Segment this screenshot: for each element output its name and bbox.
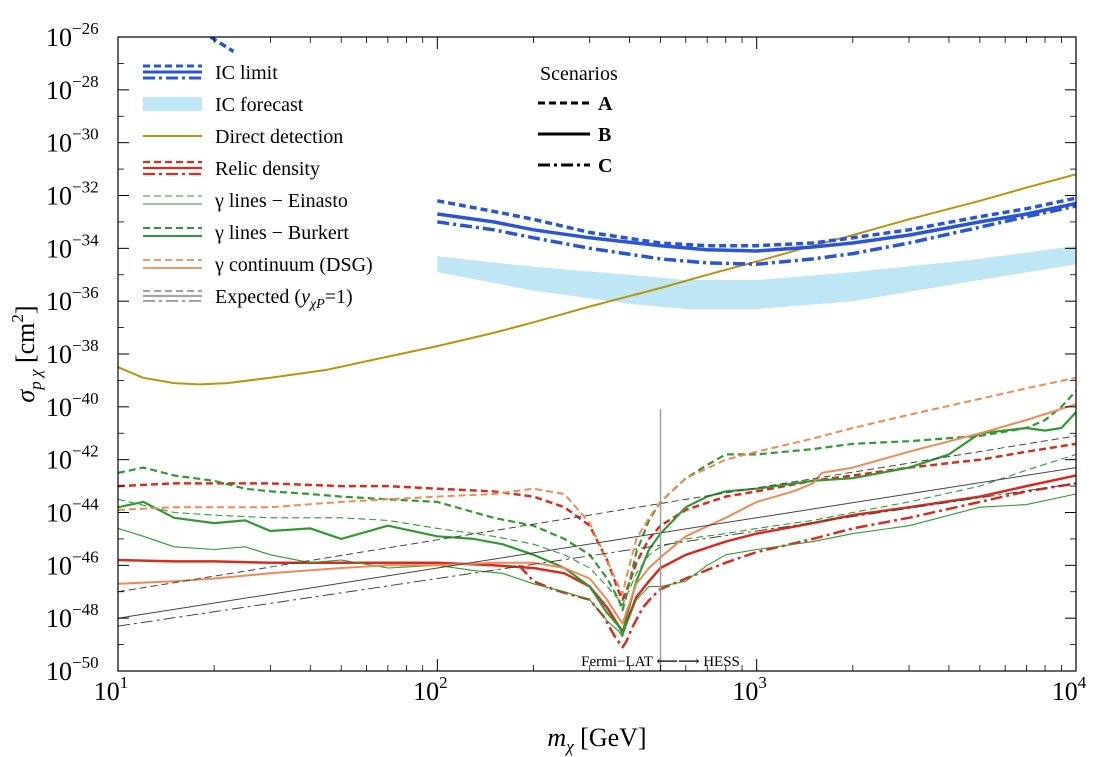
series-relic-a <box>118 442 1076 601</box>
legend-relic-label: Relic density <box>215 158 320 180</box>
series-einasto-a <box>118 453 1076 606</box>
scenario-legend: Scenarios ABC <box>538 63 618 177</box>
series-expected-dashdot <box>118 482 1076 627</box>
x-axis-label: mχ [GeV] <box>547 723 646 756</box>
x-tick-label: 103 <box>732 673 767 706</box>
ic-forecast-band <box>437 245 1076 310</box>
x-tick-label: 102 <box>413 673 448 706</box>
y-tick-label: 10−46 <box>46 547 99 580</box>
series-dsg-a <box>118 376 1076 596</box>
axis-labels: mχ [GeV] σp χ [cm2] <box>8 305 647 756</box>
y-tick-label: 10−30 <box>46 125 99 158</box>
y-tick-label: 10−34 <box>46 230 99 263</box>
series-expected-dashed <box>118 435 1076 593</box>
annotation-fermi-hess: Fermi−LAT ⟵⟶ HESS <box>581 654 740 670</box>
legend-dsg-label: γ continuum (DSG) <box>214 254 373 276</box>
series-layer <box>118 37 1076 649</box>
y-tick-label: 10−32 <box>46 178 99 211</box>
ic-forecast-band-layer <box>437 245 1076 310</box>
y-tick-label: 10−26 <box>46 19 99 52</box>
x-tick-label: 101 <box>94 673 129 706</box>
y-tick-label: 10−28 <box>46 72 99 105</box>
series-burkert-a <box>118 390 1076 612</box>
tick-layer: 101 102 103 104 10−26 10−28 10−30 10−32 10−34 10−… <box>46 19 1087 706</box>
legend-expected-label: Expected (yχP=1) <box>215 286 353 312</box>
legend-ic-forecast-label: IC forecast <box>215 94 304 116</box>
series-ic-limit-a <box>436 196 1076 248</box>
y-tick-label: 10−44 <box>46 495 99 528</box>
y-axis-label: σp χ [cm2] <box>8 305 45 402</box>
series-direct-detection <box>118 173 1076 386</box>
scenarios-title: Scenarios <box>540 63 618 85</box>
legend-direct-label: Direct detection <box>215 126 343 148</box>
y-tick-label: 10−36 <box>46 283 99 316</box>
scenario-a-label: A <box>598 93 613 115</box>
y-tick-label: 10−50 <box>46 653 99 686</box>
series-relic-c <box>517 482 1076 649</box>
x-tick-label: 104 <box>1052 673 1087 706</box>
series-burkert-b <box>118 411 1076 636</box>
legend-ic-forecast-swatch <box>143 97 202 111</box>
series-dsg-b <box>118 403 1076 625</box>
divider-layer: Fermi−LAT ⟵⟶ HESS <box>581 409 740 671</box>
scenario-c-label: C <box>598 155 612 177</box>
series-ic-limit-b <box>437 201 1076 253</box>
legend: IC limit IC forecast Direct detection Relic… <box>143 62 373 312</box>
y-tick-label: 10−38 <box>46 336 99 369</box>
y-tick-label: 10−42 <box>46 442 99 475</box>
series-expected-solid <box>118 467 1076 619</box>
y-tick-label: 10−40 <box>46 389 99 422</box>
scenario-b-label: B <box>598 124 611 146</box>
legend-burkert-label: γ lines − Burkert <box>214 222 349 244</box>
series-ic-limit-c <box>437 204 1076 266</box>
legend-einasto-label: γ lines − Einasto <box>214 190 348 212</box>
y-tick-label: 10−48 <box>46 600 99 633</box>
legend-ic-limit-label: IC limit <box>215 62 278 84</box>
series-einasto-b <box>118 493 1076 638</box>
